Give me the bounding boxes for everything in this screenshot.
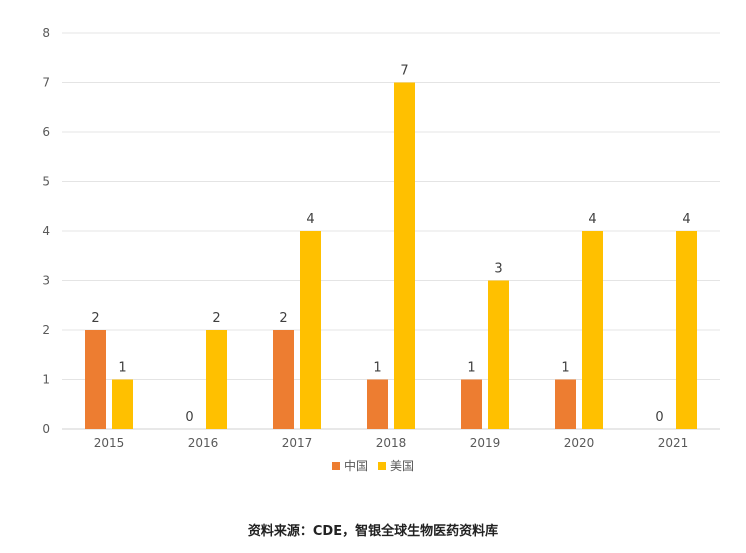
y-axis: 0 1 2 3 4 5 6 7 8 bbox=[42, 26, 50, 436]
x-tick-label: 2016 bbox=[188, 436, 219, 450]
y-tick-label: 6 bbox=[42, 125, 50, 139]
x-tick-label: 2020 bbox=[564, 436, 595, 450]
x-tick-label: 2015 bbox=[94, 436, 125, 450]
legend-label-usa: 美国 bbox=[390, 459, 415, 473]
data-label-china-2018: 1 bbox=[373, 361, 381, 376]
data-label-usa-2018: 7 bbox=[400, 64, 408, 79]
bar-usa-2019 bbox=[488, 280, 509, 429]
y-tick-label: 8 bbox=[42, 26, 50, 40]
data-label-usa-2017: 4 bbox=[306, 212, 314, 227]
data-label-china-2016: 0 bbox=[185, 410, 193, 425]
data-label-usa-2021: 4 bbox=[682, 212, 690, 227]
bar-china-2015 bbox=[85, 330, 106, 429]
legend-item-usa: 美国 bbox=[378, 457, 414, 474]
bar-usa-2016 bbox=[206, 330, 227, 429]
data-label-china-2017: 2 bbox=[279, 311, 287, 326]
data-label-usa-2019: 3 bbox=[494, 262, 502, 277]
data-label-usa-2020: 4 bbox=[588, 212, 596, 227]
bar-usa-2021 bbox=[676, 231, 697, 429]
y-tick-label: 5 bbox=[42, 175, 50, 189]
legend-swatch-china bbox=[331, 461, 340, 470]
source-note: 资料来源：CDE，智银全球生物医药资料库 bbox=[247, 524, 499, 539]
y-tick-label: 0 bbox=[42, 422, 50, 436]
legend-swatch-usa bbox=[378, 461, 386, 470]
bar-china-2019 bbox=[461, 379, 482, 429]
x-tick-label: 2018 bbox=[376, 436, 407, 450]
data-label-china-2021: 0 bbox=[655, 410, 663, 425]
bar-usa-2020 bbox=[582, 231, 603, 429]
bars bbox=[85, 82, 697, 429]
x-tick-label: 2017 bbox=[282, 436, 313, 450]
bar-china-2017 bbox=[273, 330, 294, 429]
y-tick-label: 2 bbox=[42, 323, 50, 337]
bar-china-2018 bbox=[367, 379, 388, 429]
x-axis: 2015 2016 2017 2018 2019 2020 2021 bbox=[94, 436, 689, 450]
y-tick-label: 7 bbox=[42, 76, 50, 90]
legend: 中国 美国 bbox=[0, 457, 746, 474]
y-tick-label: 1 bbox=[42, 373, 50, 387]
grid-lines bbox=[62, 32, 720, 430]
bar-usa-2015 bbox=[112, 379, 133, 429]
legend-label-china: 中国 bbox=[343, 459, 368, 473]
legend-item-china: 中国 bbox=[331, 457, 368, 474]
data-label-usa-2016: 2 bbox=[212, 311, 220, 326]
y-tick-label: 4 bbox=[42, 224, 50, 238]
data-label-usa-2015: 1 bbox=[118, 361, 126, 376]
x-tick-label: 2019 bbox=[470, 436, 501, 450]
y-tick-label: 3 bbox=[42, 274, 50, 288]
bar-china-2020 bbox=[555, 379, 576, 429]
bar-usa-2018 bbox=[394, 82, 415, 429]
data-label-china-2015: 2 bbox=[91, 311, 99, 326]
bar-usa-2017 bbox=[300, 231, 321, 429]
x-tick-label: 2021 bbox=[658, 436, 689, 450]
data-label-china-2020: 1 bbox=[561, 361, 569, 376]
data-label-china-2019: 1 bbox=[467, 361, 475, 376]
